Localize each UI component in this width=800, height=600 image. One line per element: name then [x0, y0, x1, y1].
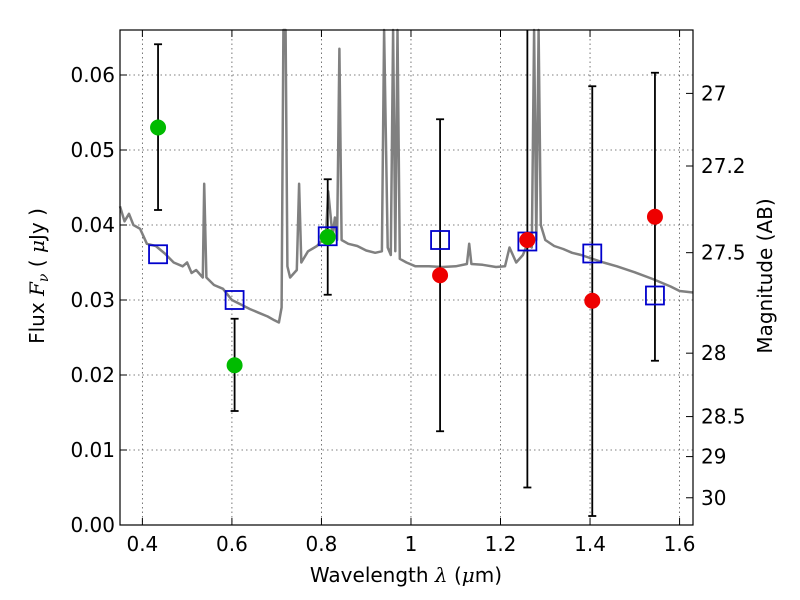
- y2-tick-label: 28: [701, 341, 726, 365]
- y2-tick-label: 27.2: [701, 154, 746, 178]
- y-axis-label-unit: Jy ): [25, 208, 49, 242]
- y2-axis-label: Magnitude (AB): [753, 198, 777, 353]
- green-data-point: [150, 119, 167, 136]
- tick-labels: 0.4 0.6 0.8 1 1.2 1.4 1.6 0.00 0.01 0.02 0.03 0.04 0…: [70, 63, 745, 556]
- x-axis-label: Wavelength λ (μm): [310, 563, 502, 587]
- x-tick-label: 0.4: [126, 532, 158, 556]
- y-tick-label: 0.00: [70, 513, 115, 537]
- x-tick-label: 1.2: [485, 532, 517, 556]
- x-tick-label: 0.8: [306, 532, 338, 556]
- y2-tick-label: 30: [701, 486, 726, 510]
- y-tick-label: 0.03: [70, 288, 115, 312]
- green-data-point: [226, 357, 243, 374]
- red-data-point: [432, 267, 449, 284]
- y-tick-label: 0.02: [70, 363, 115, 387]
- plot-frame: [119, 29, 694, 526]
- red-data-point: [584, 292, 601, 309]
- red-data-point: [646, 208, 663, 225]
- y-tick-label: 0.06: [70, 63, 115, 87]
- green-data-point: [319, 229, 336, 245]
- model-square-marker: [224, 290, 245, 310]
- y2-tick-label: 27: [701, 81, 726, 105]
- model-square-marker: [645, 285, 665, 306]
- y2-tick-label: 29: [701, 445, 726, 469]
- y2-tick-label: 28.5: [701, 405, 746, 429]
- data-markers: [148, 119, 665, 374]
- y-tick-label: 0.05: [70, 138, 115, 162]
- x-axis-label-main: Wavelength: [310, 563, 435, 587]
- x-tick-label: 1.4: [574, 532, 606, 556]
- x-axis-label-mu: μ: [462, 563, 475, 587]
- model-square-marker: [582, 243, 603, 264]
- template-spectrum: [118, 28, 694, 324]
- y-axis-label: Flux Fν ( μJy ): [25, 208, 52, 344]
- y-axis-label-open: (: [25, 253, 49, 274]
- axis-ticks: [120, 30, 693, 526]
- x-axis-label-unit: m): [475, 563, 502, 587]
- template-spectrum-line: [118, 28, 694, 324]
- red-data-point: [519, 232, 536, 248]
- y2-tick-label: 27.5: [701, 241, 746, 265]
- y-tick-label: 0.04: [70, 213, 115, 237]
- y-axis-label-symbol: F: [25, 281, 49, 297]
- model-square-marker: [430, 230, 450, 250]
- x-axis-label-lambda: λ: [434, 563, 448, 587]
- y-tick-label: 0.01: [70, 438, 115, 462]
- y-axis-label-mu: μ: [25, 240, 49, 253]
- error-bars: [154, 30, 659, 517]
- model-square-marker: [317, 226, 338, 247]
- x-tick-label: 1: [405, 532, 418, 556]
- y-axis-label-main: Flux: [25, 296, 49, 344]
- x-tick-label: 0.6: [216, 532, 248, 556]
- model-square-marker: [148, 244, 168, 265]
- x-tick-label: 1.6: [664, 532, 696, 556]
- x-axis-label-open: (: [448, 563, 462, 587]
- y-axis-label-sub: ν: [36, 273, 52, 282]
